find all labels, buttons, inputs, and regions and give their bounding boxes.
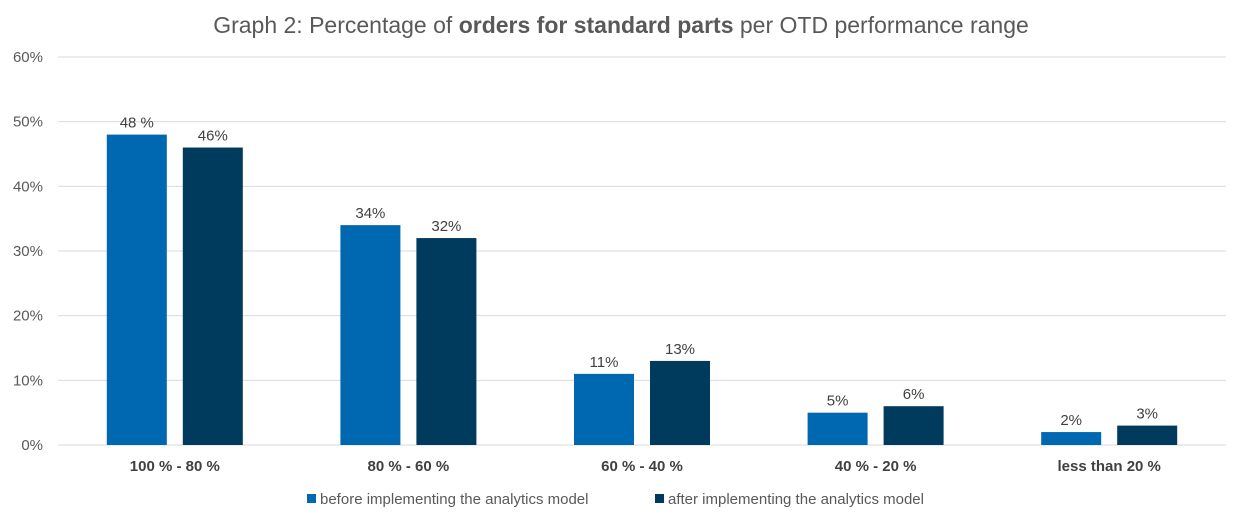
category-label: 40 % - 20 % [835,458,917,475]
bar [807,412,868,445]
bar [416,238,477,445]
gridlines [58,56,1226,446]
legend-swatch [307,494,316,503]
y-axis-ticks: 0% 10% 20% 30% 40% 50% 60% [13,49,43,454]
x-axis-categories: 100 % - 80 % 80 % - 60 % 60 % - 40 % 40 % -… [130,458,1161,475]
category-label: less than 20 % [1058,458,1161,475]
data-label: 6% [903,386,925,403]
bars [106,134,1178,446]
data-label: 5% [827,393,849,410]
chart-title: Graph 2: Percentage of orders for standa… [213,12,1029,38]
y-tick-label: 20% [13,308,43,325]
legend-label: after implementing the analytics model [668,491,924,508]
chart-title-bold: orders for standard parts [459,12,734,38]
data-label: 11% [590,354,619,371]
chart-title-part3: per OTD performance range [734,12,1029,38]
data-labels: 48 % 46% 34% 32% 11% 13% 5% 6% 2% 3% [120,115,1158,429]
bar [883,406,944,445]
category-label: 100 % - 80 % [130,458,220,475]
data-label: 48 % [120,115,154,132]
legend-label: before implementing the analytics model [320,491,588,508]
bar [1117,425,1178,445]
y-tick-label: 30% [13,243,43,260]
legend-swatch [655,494,664,503]
category-label: 80 % - 60 % [368,458,450,475]
bar [650,360,710,445]
bar [574,373,634,445]
data-label: 34% [355,205,385,222]
y-tick-label: 50% [13,114,43,131]
y-tick-label: 40% [13,178,43,195]
bar [182,147,243,446]
legend: before implementing the analytics model a… [307,491,924,508]
bar [106,134,167,445]
y-tick-label: 60% [13,49,43,66]
data-label: 13% [665,341,695,358]
data-label: 46% [198,128,228,145]
data-label: 32% [431,218,461,235]
bar [1041,432,1102,445]
data-label: 3% [1136,406,1158,423]
bar [340,225,401,445]
chart-title-part1: Graph 2: Percentage of [213,12,459,38]
category-label: 60 % - 40 % [601,458,683,475]
y-tick-label: 0% [21,437,43,454]
y-tick-label: 10% [13,372,43,389]
data-label: 2% [1060,412,1082,429]
